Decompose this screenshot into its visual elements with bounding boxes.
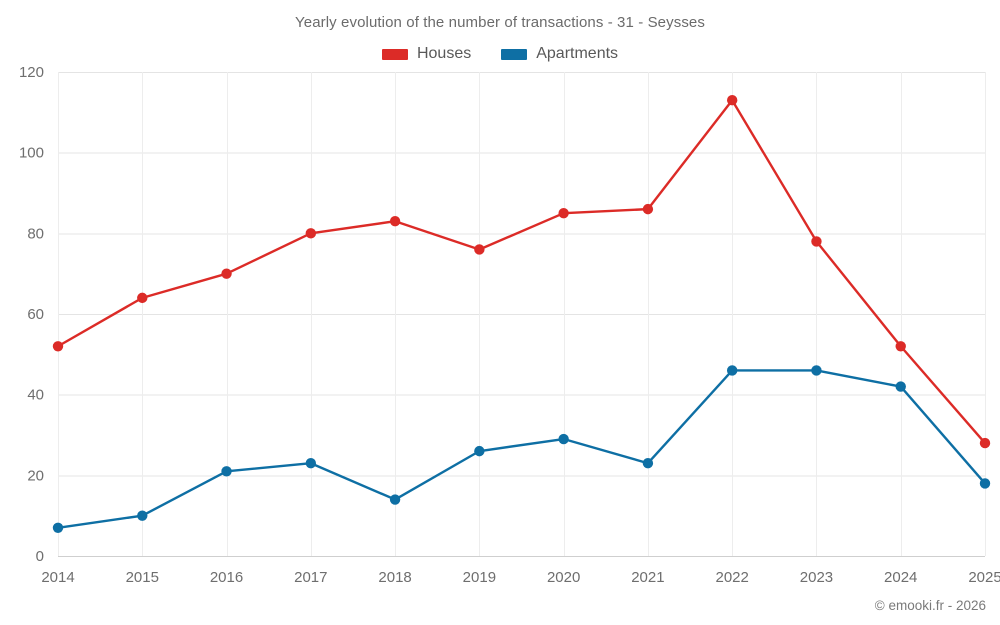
data-point-houses[interactable] [979,437,991,449]
data-point-houses[interactable] [137,292,148,304]
data-point-houses[interactable] [389,216,401,227]
x-axis-tick-label: 2022 [715,569,748,586]
data-point-apartments[interactable] [305,458,317,469]
data-point-apartments[interactable] [895,381,906,392]
x-axis-tick-label: 2021 [631,569,664,586]
data-point-apartments[interactable] [979,478,991,489]
x-axis-tick-label: 2018 [378,569,411,586]
chart-title: Yearly evolution of the number of transa… [295,14,705,31]
data-point-houses[interactable] [305,228,317,239]
y-axis-tick-label: 0 [36,548,44,565]
data-point-apartments[interactable] [726,365,738,376]
x-axis-tick-label: 2023 [800,569,833,586]
data-point-apartments[interactable] [137,510,148,521]
data-point-houses[interactable] [811,236,822,247]
series-line-apartments [56,369,987,529]
y-axis-tick-label: 20 [27,467,44,484]
x-axis-tick-label: 2015 [126,569,159,586]
legend-label-apartments: Apartments [536,45,619,62]
data-point-houses[interactable] [52,341,64,352]
legend-swatch-houses [381,48,408,60]
data-point-apartments[interactable] [389,494,401,505]
data-point-houses[interactable] [642,203,654,215]
footer-credit: © emooki.fr - 2026 [874,598,986,613]
x-axis-tick-label: 2020 [547,569,580,586]
data-point-houses[interactable] [895,341,906,352]
legend-item-apartments[interactable]: Apartments [501,45,618,63]
legend-label-houses: Houses [416,45,472,62]
y-axis-tick-label: 100 [19,145,44,162]
data-point-houses[interactable] [221,268,232,279]
data-point-apartments[interactable] [221,466,232,477]
data-point-apartments[interactable] [52,522,64,533]
x-axis-tick-label: 2017 [294,569,327,586]
x-axis-tick-label: 2024 [884,569,917,586]
data-point-apartments[interactable] [642,458,654,469]
x-axis-tick-label: 2025 [968,569,1000,586]
data-point-apartments[interactable] [474,445,485,457]
y-axis-tick-label: 40 [27,387,44,404]
x-axis-tick-label: 2016 [210,569,243,586]
chart-legend: Houses Apartments [0,45,1000,63]
x-axis-tick-label: 2014 [41,569,74,586]
legend-item-houses[interactable]: Houses [381,45,472,63]
data-point-houses[interactable] [726,95,738,106]
data-point-houses[interactable] [558,207,569,219]
y-axis-tick-label: 120 [19,64,44,81]
series-line-houses [56,99,987,445]
y-axis-tick-label: 60 [27,306,44,323]
legend-swatch-apartments [501,48,528,60]
y-axis-tick-label: 80 [27,225,44,242]
x-axis-tick-label: 2019 [463,569,496,586]
data-point-houses[interactable] [474,244,485,255]
data-point-apartments[interactable] [558,433,569,445]
data-point-apartments[interactable] [811,365,822,376]
